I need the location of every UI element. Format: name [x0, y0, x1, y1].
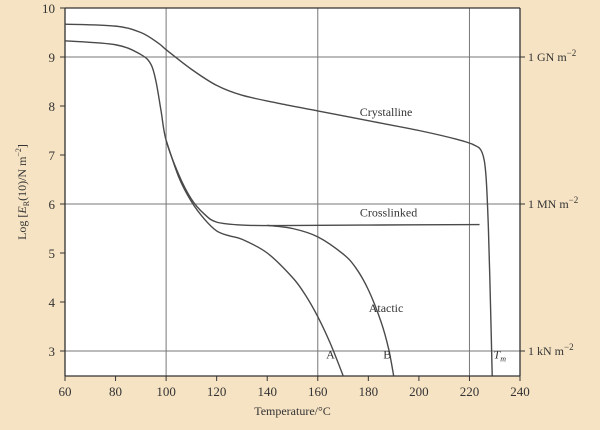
- y-tick-label: 6: [49, 197, 56, 212]
- series-label-a: A: [326, 347, 335, 361]
- series-label-crystalline: Crystalline: [360, 105, 413, 119]
- y-tick-label: 4: [49, 295, 56, 310]
- plot-area: [65, 8, 520, 376]
- x-axis-title: Temperature/°C: [254, 404, 331, 418]
- series-line-crystalline: [64, 23, 493, 376]
- series-line-crosslinked: [64, 40, 480, 227]
- y-axis-title: Log [ER(10)/N m−2]: [14, 144, 31, 240]
- y-tick-label: 7: [49, 148, 56, 163]
- y-tick-label: 5: [49, 246, 56, 261]
- x-tick-label: 100: [156, 384, 176, 399]
- x-tick-label: 120: [207, 384, 227, 399]
- series-line-atactic: [267, 224, 395, 376]
- series-label-atactic: Atactic: [369, 301, 404, 315]
- y-tick-label: 3: [49, 344, 56, 359]
- right-axis-label: 1 kN m−2: [528, 342, 574, 358]
- x-tick-label: 220: [460, 384, 480, 399]
- x-tick-label: 240: [510, 384, 530, 399]
- x-tick-label: 180: [359, 384, 379, 399]
- x-tick-label: 140: [257, 384, 277, 399]
- x-tick-label: 200: [409, 384, 429, 399]
- series-line-a: [165, 140, 344, 376]
- right-axis-label: 1 GN m−2: [528, 48, 576, 64]
- series-label-crosslinked: Crosslinked: [360, 205, 417, 219]
- annotation-b: B: [383, 347, 391, 361]
- x-tick-label: 60: [59, 384, 72, 399]
- y-tick-label: 8: [49, 99, 56, 114]
- x-tick-label: 160: [308, 384, 328, 399]
- y-tick-label: 9: [49, 50, 56, 65]
- x-tick-label: 80: [109, 384, 122, 399]
- right-axis-label: 1 MN m−2: [528, 195, 578, 211]
- y-tick-label: 10: [42, 1, 55, 16]
